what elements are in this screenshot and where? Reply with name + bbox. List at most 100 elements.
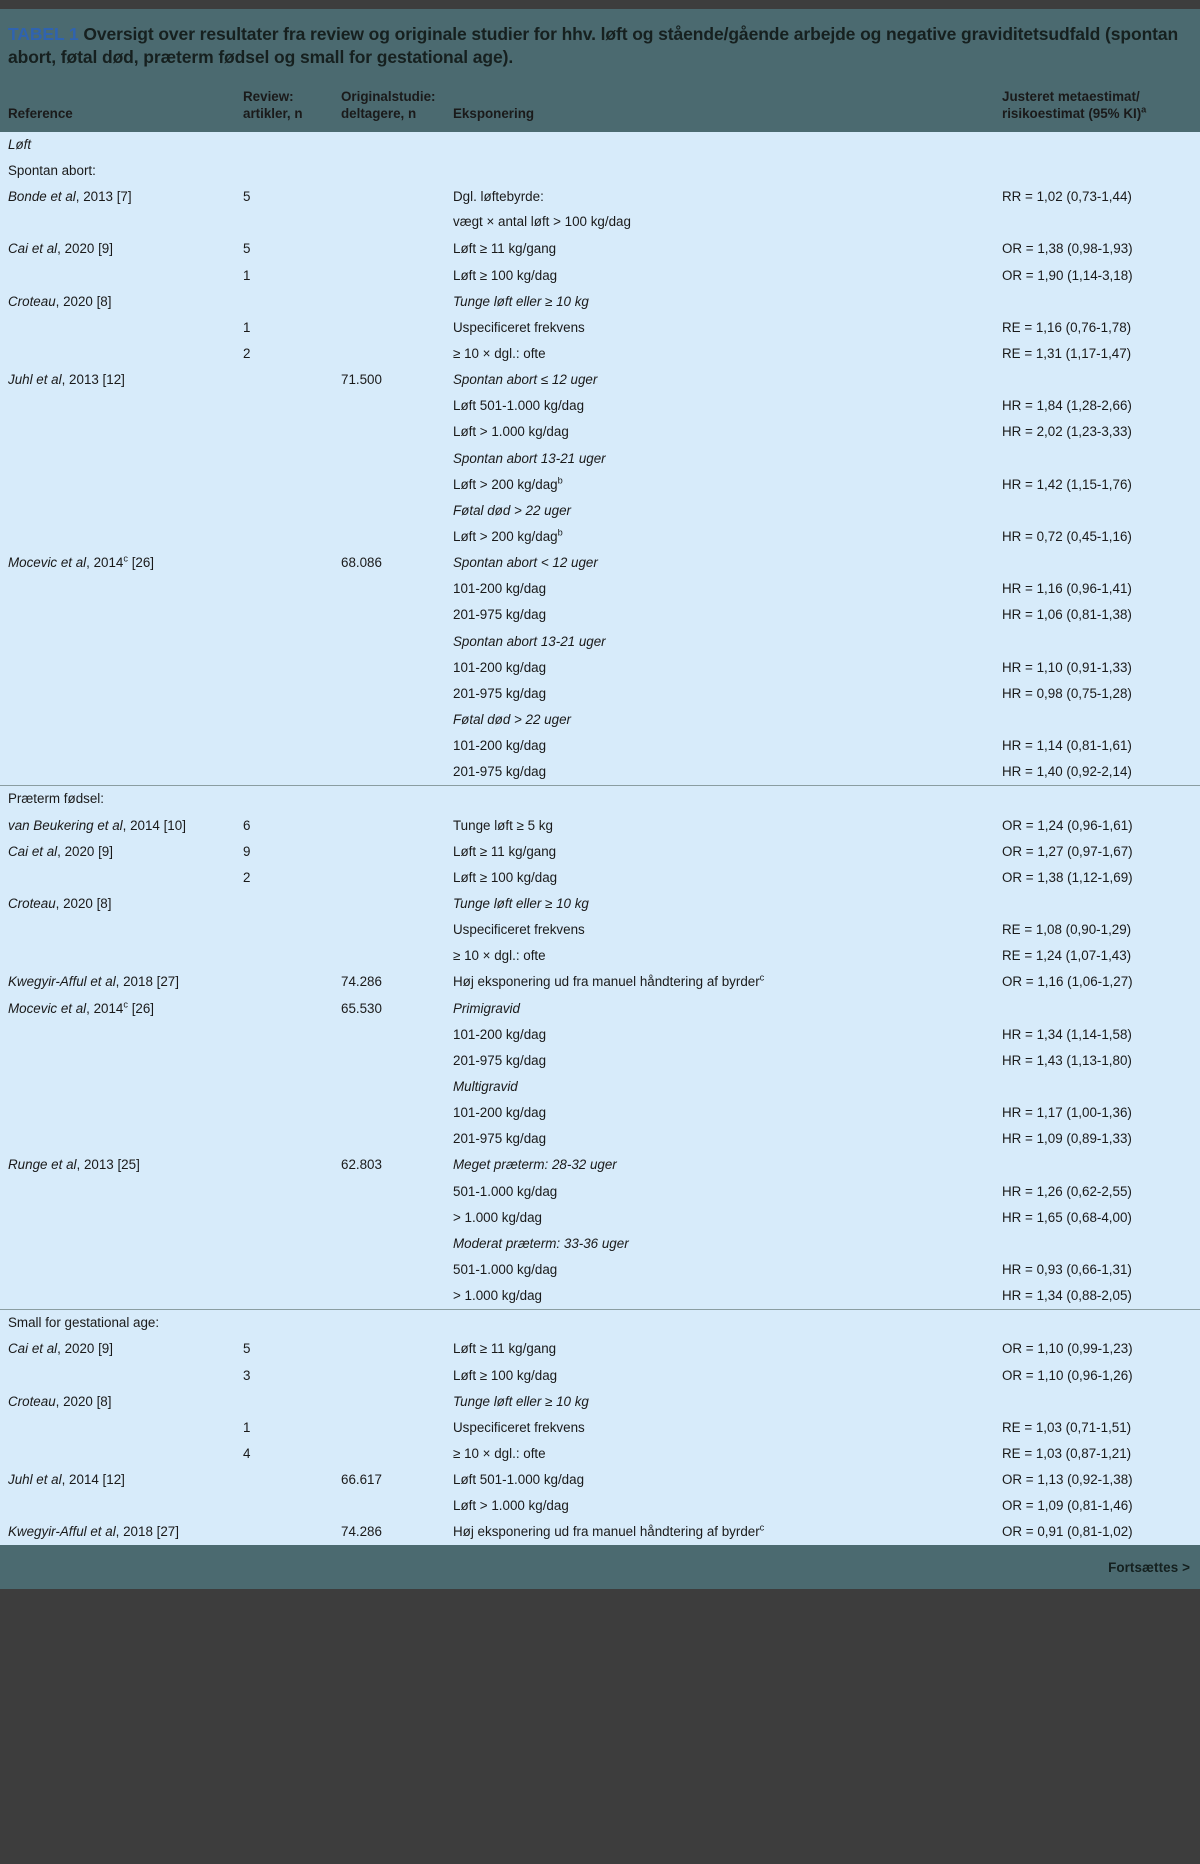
cell-original-participants [341,733,453,742]
cell-estimate [1002,498,1200,507]
table-row: 2 ≥ 10 × dgl.: ofte RE = 1,31 (1,17-1,47) [0,341,1200,367]
cell-exposure: Løft ≥ 11 kg/gang [453,241,557,257]
cell-exposure: Føtal død > 22 uger [453,711,571,727]
table-row: 101-200 kg/dag HR = 1,17 (1,00-1,36) [0,1100,1200,1126]
cell-estimate: OR = 1,10 (0,99-1,23) [1002,1341,1133,1357]
cell-exposure: 501-1.000 kg/dag [453,1261,558,1277]
cell-estimate: HR = 1,10 (0,91-1,33) [1002,659,1132,675]
cell-reference [0,1231,243,1240]
cell-estimate: RE = 1,08 (0,90-1,29) [1002,922,1132,938]
cell-exposure [453,158,1002,167]
table-row: ≥ 10 × dgl.: ofte RE = 1,24 (1,07-1,43) [0,943,1200,969]
col-header-original-study: Originalstudie: deltagere, n [341,88,436,121]
cell-original-participants: 74.286 [341,974,382,990]
cell-review-articles [243,1152,341,1161]
cell-review-articles [243,498,341,507]
cell-estimate: HR = 1,17 (1,00-1,36) [1002,1105,1132,1121]
cell-reference [0,419,243,428]
cell-reference: Spontan abort: [8,163,96,179]
cell-estimate: HR = 1,34 (0,88-2,05) [1002,1288,1132,1304]
cell-original-participants [341,158,453,167]
table-row: 101-200 kg/dag HR = 1,14 (0,81-1,61) [0,733,1200,759]
cell-original-participants [341,786,453,795]
cell-exposure: Løft 501-1.000 kg/dag [453,398,585,414]
cell-review-articles [243,158,341,167]
cell-reference [0,1415,243,1424]
table-row: Løft > 200 kg/dagb HR = 0,72 (0,45-1,16) [0,524,1200,550]
cell-original-participants: 71.500 [341,372,382,388]
table-row: 4 ≥ 10 × dgl.: ofte RE = 1,03 (0,87-1,21) [0,1441,1200,1467]
cell-estimate [1002,1389,1200,1398]
cell-reference [0,865,243,874]
cell-original-participants [341,759,453,768]
cell-estimate: HR = 1,09 (0,89-1,33) [1002,1131,1132,1147]
cell-estimate: HR = 0,98 (0,75-1,28) [1002,685,1132,701]
cell-exposure: Løft > 1.000 kg/dag [453,1498,569,1514]
cell-review-articles [243,472,341,481]
cell-review-articles: 1 [243,1419,251,1435]
cell-estimate: HR = 2,02 (1,23-3,33) [1002,424,1132,440]
cell-original-participants [341,1493,453,1502]
cell-exposure: Løft 501-1.000 kg/dag [453,1472,585,1488]
cell-review-articles [243,969,341,978]
cell-exposure: 101-200 kg/dag [453,1026,547,1042]
cell-exposure: Løft ≥ 11 kg/gang [453,1341,557,1357]
cell-reference [0,1126,243,1135]
cell-reference [0,1283,243,1292]
cell-review-articles [243,446,341,455]
cell-estimate: HR = 1,14 (0,81-1,61) [1002,738,1132,754]
table-body: Løft Spontan abort: Bonde et al, 2013 [7] 5… [0,131,1200,1546]
cell-review-articles [243,1283,341,1292]
table-row: Kwegyir-Afful et al, 2018 [27] 74.286 Høj … [0,969,1200,995]
cell-original-participants [341,813,453,822]
table-row: Mocevic et al, 2014c [26] 68.086 Spontan a… [0,550,1200,576]
cell-exposure: Tunge løft eller ≥ 10 kg [453,1393,589,1409]
cell-reference [0,446,243,455]
cell-estimate [1002,289,1200,298]
cell-review-articles [243,602,341,611]
table-row: > 1.000 kg/dag HR = 1,65 (0,68-4,00) [0,1205,1200,1231]
cell-exposure: ≥ 10 × dgl.: ofte [453,948,546,964]
table-1: TABEL 1 Oversigt over resultater fra rev… [0,9,1200,1590]
cell-review-articles [243,1467,341,1476]
cell-original-participants [341,1205,453,1214]
cell-original-participants [341,1415,453,1424]
cell-reference [0,1205,243,1214]
continued-label: Fortsættes > [1108,1559,1190,1575]
cell-review-articles [243,524,341,533]
cell-original-participants [341,1126,453,1135]
cell-estimate [1002,891,1200,900]
table-row: Kwegyir-Afful et al, 2018 [27] 74.286 Høj … [0,1519,1200,1545]
cell-original-participants [341,576,453,585]
cell-original-participants [341,839,453,848]
cell-estimate: RE = 1,24 (1,07-1,43) [1002,948,1132,964]
cell-review-articles: 3 [243,1367,251,1383]
cell-estimate: HR = 1,40 (0,92-2,14) [1002,764,1132,780]
cell-reference: Runge et al, 2013 [25] [8,1157,140,1173]
table-number: TABEL 1 [8,24,79,44]
table-row: Juhl et al, 2013 [12] 71.500 Spontan abort… [0,367,1200,393]
cell-estimate [1002,367,1200,376]
cell-reference [0,341,243,350]
cell-reference [0,1493,243,1502]
cell-exposure: Uspecificeret frekvens [453,1419,585,1435]
cell-reference: Præterm fødsel: [8,791,104,807]
cell-review-articles [243,996,341,1005]
cell-review-articles [243,1310,341,1319]
cell-reference [0,629,243,638]
cell-estimate [1002,1152,1200,1161]
cell-original-participants [341,1100,453,1109]
cell-original-participants: 74.286 [341,1524,382,1540]
cell-estimate: OR = 1,13 (0,92-1,38) [1002,1472,1133,1488]
cell-estimate: OR = 1,90 (1,14-3,18) [1002,267,1133,283]
cell-exposure: ≥ 10 × dgl.: ofte [453,1445,546,1461]
cell-estimate: HR = 1,26 (0,62-2,55) [1002,1183,1132,1199]
cell-reference [0,498,243,507]
cell-reference [0,576,243,585]
cell-original-participants [341,1257,453,1266]
table-row: 201-975 kg/dag HR = 1,06 (0,81-1,38) [0,602,1200,628]
cell-reference [0,681,243,690]
cell-estimate: OR = 1,09 (0,81-1,46) [1002,1498,1133,1514]
cell-original-participants [341,1074,453,1083]
cell-review-articles [243,655,341,664]
